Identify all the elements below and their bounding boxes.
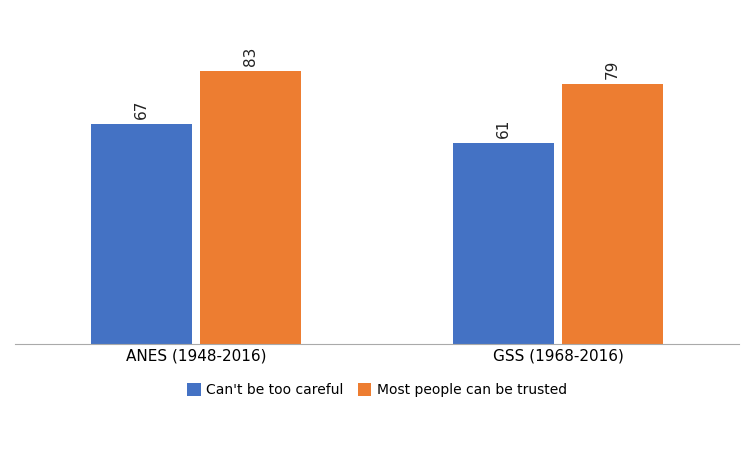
Bar bbox=[562, 84, 663, 344]
Bar bbox=[453, 143, 554, 344]
Bar bbox=[91, 124, 192, 344]
Text: 61: 61 bbox=[496, 119, 511, 138]
Text: 79: 79 bbox=[605, 60, 620, 79]
Legend: Can't be too careful, Most people can be trusted: Can't be too careful, Most people can be… bbox=[181, 378, 573, 403]
Text: 83: 83 bbox=[243, 47, 258, 66]
Bar bbox=[200, 71, 301, 344]
Text: 67: 67 bbox=[134, 99, 149, 118]
